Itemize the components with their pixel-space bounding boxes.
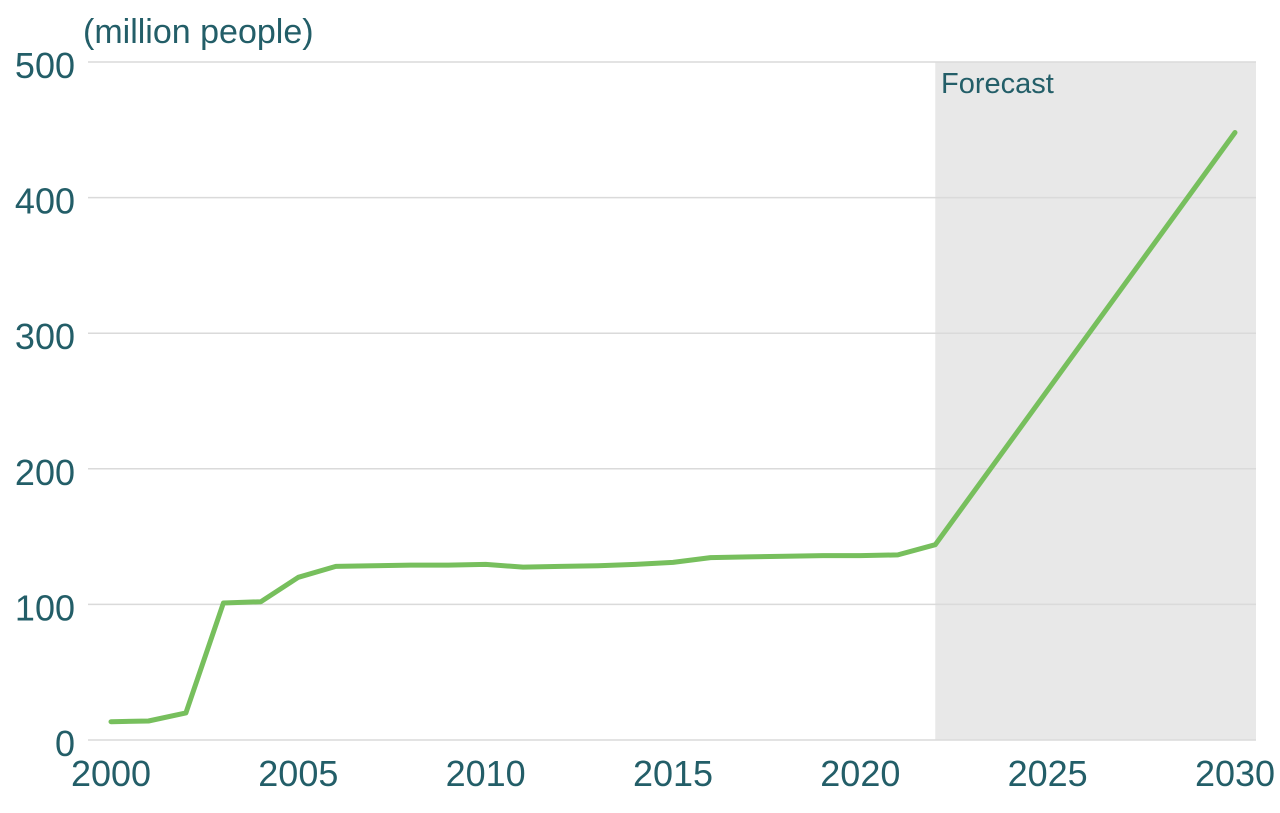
y-axis-tick-label: 400 [15, 181, 75, 222]
forecast-region [935, 62, 1256, 740]
y-axis-tick-label: 100 [15, 587, 75, 628]
y-axis-tick-label: 200 [15, 452, 75, 493]
x-axis-tick-label: 2030 [1195, 753, 1275, 794]
x-axis-tick-label: 2010 [446, 753, 526, 794]
forecast-region-label: Forecast [941, 68, 1054, 100]
x-axis-tick-label: 2005 [258, 753, 338, 794]
data-line [108, 130, 1238, 725]
y-axis-tick-label: 300 [15, 316, 75, 357]
x-axis-tick-label: 2025 [1008, 753, 1088, 794]
x-axis-tick-label: 2015 [633, 753, 713, 794]
x-axis-tick-label: 2000 [71, 753, 151, 794]
y-axis-tick-label: 500 [15, 45, 75, 86]
x-axis-tick-label: 2020 [820, 753, 900, 794]
y-axis-tick-label: 0 [55, 723, 75, 764]
chart-title: (million people) [83, 13, 314, 51]
